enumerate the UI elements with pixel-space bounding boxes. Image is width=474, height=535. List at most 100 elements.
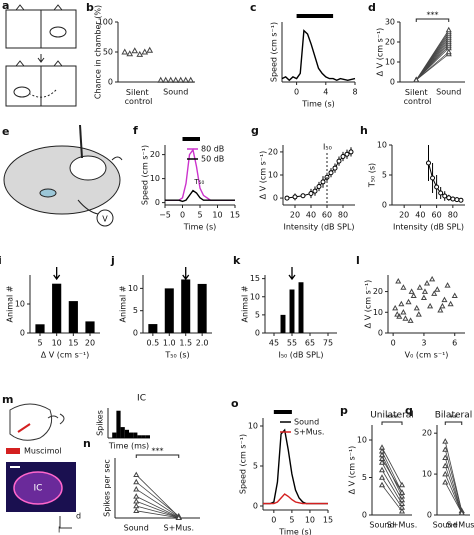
x-tick-label: 10 xyxy=(305,516,315,525)
annotation: *** xyxy=(386,414,398,423)
pair-line xyxy=(381,458,403,493)
point xyxy=(133,497,140,504)
x-tick-label: 10 xyxy=(212,211,222,220)
point xyxy=(344,151,350,157)
y-tick-label: 10 xyxy=(268,171,278,180)
point xyxy=(445,26,452,33)
ic-region xyxy=(13,471,63,505)
diagram-e xyxy=(3,124,123,227)
legend-label: Sound xyxy=(294,418,319,427)
point xyxy=(427,302,434,309)
significance-bracket xyxy=(381,421,403,425)
x-tick-label: 15 xyxy=(230,211,240,220)
pair-line xyxy=(135,481,180,517)
pair-line xyxy=(381,447,403,486)
y-tick-label: 5 xyxy=(255,310,260,319)
pair-line xyxy=(136,496,179,518)
x-tick-label: Silent control xyxy=(401,88,431,106)
point xyxy=(133,471,140,478)
pair-line xyxy=(381,469,403,504)
bar xyxy=(52,283,62,333)
y-tick-label: 0 xyxy=(273,194,278,203)
sound-wave xyxy=(111,156,123,161)
bar xyxy=(85,321,95,333)
x-tick-label: Sound xyxy=(436,88,461,97)
y-tick-label: 5 xyxy=(382,171,387,180)
y-tick-label: 0 xyxy=(362,511,367,520)
bar xyxy=(35,324,45,333)
y-tick-label: 10 xyxy=(128,284,138,293)
y-tick-label: 0 xyxy=(155,198,160,207)
x-tick-label: S+Mus. xyxy=(387,521,417,530)
panel-label: f xyxy=(133,124,138,137)
stimulus-bar xyxy=(182,137,200,141)
y-tick-label: 20 xyxy=(268,147,278,156)
significance-bracket xyxy=(415,18,450,22)
y-tick-label: 0 xyxy=(253,502,258,511)
pair-line xyxy=(444,465,463,514)
y-tick-label: 50 xyxy=(103,48,113,57)
panel-label: o xyxy=(231,397,239,410)
y-axis-label: Δ V (cm s⁻¹) xyxy=(364,280,373,329)
pair-line xyxy=(415,51,450,81)
chart: i 0 10 5 10 15 20 Δ V (cm s⁻¹) Animal # xyxy=(0,254,100,360)
x-tick-label: 0 xyxy=(391,339,396,348)
bar xyxy=(289,289,295,333)
point xyxy=(447,300,454,307)
y-axis-label: Δ V (cm s⁻¹) xyxy=(259,151,268,200)
arrow xyxy=(37,54,45,63)
x-axis-label: Intensity (dB SPL) xyxy=(283,223,354,232)
point xyxy=(162,76,170,83)
point xyxy=(442,462,449,469)
stimulus-bar xyxy=(273,410,292,414)
y-tick-label: 10 xyxy=(150,174,160,183)
x-axis-label: V₀ (cm s⁻¹) xyxy=(405,351,449,360)
point xyxy=(442,438,449,444)
histogram-bar xyxy=(141,435,146,438)
mouse xyxy=(13,86,31,98)
point xyxy=(312,188,318,194)
pair-line xyxy=(136,500,179,518)
x-tick-label: 4 xyxy=(323,88,328,97)
wheel xyxy=(39,188,57,198)
point xyxy=(172,76,180,83)
point xyxy=(405,298,412,305)
point xyxy=(133,502,140,509)
bar xyxy=(298,282,304,333)
pair-line xyxy=(381,477,403,508)
x-tick-label: 0.5 xyxy=(146,339,159,348)
y-axis-label: Spikes xyxy=(96,410,105,436)
x-tick-label: 80 xyxy=(448,211,458,220)
point xyxy=(126,50,134,57)
y-tick-label: 10 xyxy=(422,470,432,479)
point xyxy=(398,508,406,514)
x-tick-label: Sound xyxy=(163,88,188,97)
point xyxy=(378,459,386,465)
y-tick-label: 0 xyxy=(20,329,25,338)
y-tick-label: 5 xyxy=(253,462,258,471)
point xyxy=(378,481,386,488)
line xyxy=(263,428,328,505)
point xyxy=(458,509,465,516)
diagram-m xyxy=(6,403,76,529)
chart-title: Bilateral xyxy=(435,411,472,421)
path xyxy=(29,89,57,98)
y-tick-label: 10 xyxy=(373,308,383,317)
point xyxy=(316,184,322,190)
point xyxy=(340,154,346,160)
point xyxy=(332,165,338,171)
point xyxy=(441,296,448,303)
histogram-bar xyxy=(133,432,138,438)
point xyxy=(445,48,452,55)
y-axis-label: Animal # xyxy=(6,285,15,322)
y-tick-label: 10 xyxy=(357,436,367,445)
x-tick-label: 60 xyxy=(322,211,332,220)
y-axis-label: Δ V (cm s⁻¹) xyxy=(376,28,385,77)
bar xyxy=(280,314,286,333)
point xyxy=(167,76,175,83)
x-tick-label: Silent control xyxy=(122,88,152,106)
x-tick-label: 40 xyxy=(306,211,316,220)
pair-line xyxy=(381,484,403,512)
legend-label: 80 dB xyxy=(201,145,224,154)
annotation: *** xyxy=(152,447,164,456)
